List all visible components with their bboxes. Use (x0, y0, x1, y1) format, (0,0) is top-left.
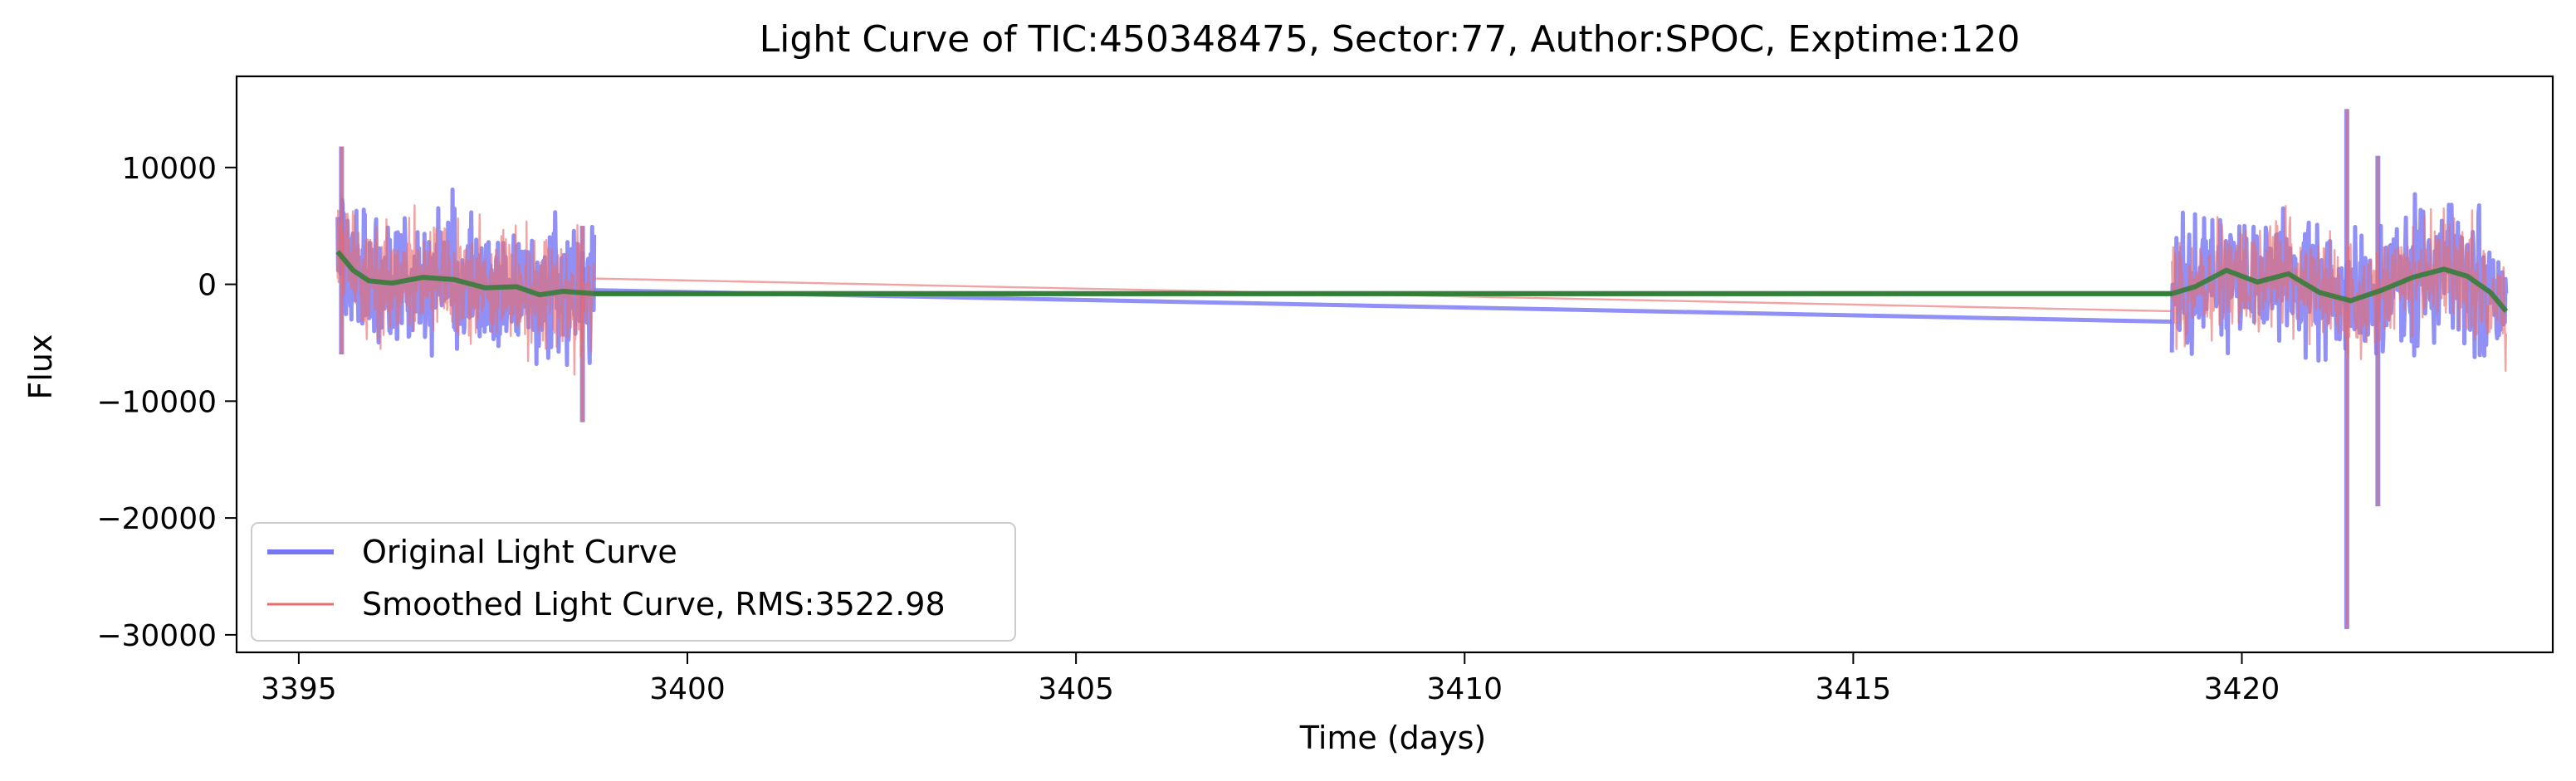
series-2-trend (335, 250, 2509, 313)
chart-title: Light Curve of TIC:450348475, Sector:77,… (760, 18, 2021, 61)
y-tick-label: 0 (198, 269, 217, 303)
legend: Original Light Curve Smoothed Light Curv… (251, 522, 1016, 642)
x-tick-label: 3420 (2204, 672, 2280, 706)
y-tick-label: −10000 (96, 385, 217, 419)
y-axis: 10000 0 −10000 −20000 −30000 (96, 152, 237, 653)
x-tick-label: 3395 (261, 672, 337, 706)
y-tick-label: −30000 (96, 619, 217, 653)
series-layer (335, 109, 2509, 629)
legend-label-original: Original Light Curve (362, 534, 677, 570)
y-tick-label: −20000 (96, 502, 217, 536)
y-tick-label: 10000 (121, 152, 217, 186)
x-tick-label: 3410 (1426, 672, 1503, 706)
series-1-segment-0 (336, 204, 595, 376)
y-axis-label: Flux (22, 334, 59, 400)
x-tick-label: 3405 (1038, 672, 1114, 706)
x-tick-label: 3415 (1816, 672, 1892, 706)
series-2 (335, 250, 2509, 313)
x-axis-label: Time (days) (1299, 720, 1486, 756)
series-0-segment-1 (2169, 192, 2509, 363)
plot-frame (235, 75, 2554, 654)
legend-label-smoothed: Smoothed Light Curve, RMS:3522.98 (362, 586, 946, 622)
x-tick-label: 3400 (649, 672, 726, 706)
x-axis: 3395 3400 3405 3410 3415 3420 (261, 652, 2280, 706)
legend-box (251, 522, 1016, 642)
